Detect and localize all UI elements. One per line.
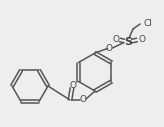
Text: S: S [124, 37, 132, 47]
Text: O: O [70, 81, 76, 90]
Text: O: O [80, 96, 86, 105]
Text: O: O [106, 44, 113, 53]
Text: O: O [139, 36, 145, 44]
Text: Cl: Cl [143, 20, 152, 28]
Text: O: O [113, 36, 120, 44]
